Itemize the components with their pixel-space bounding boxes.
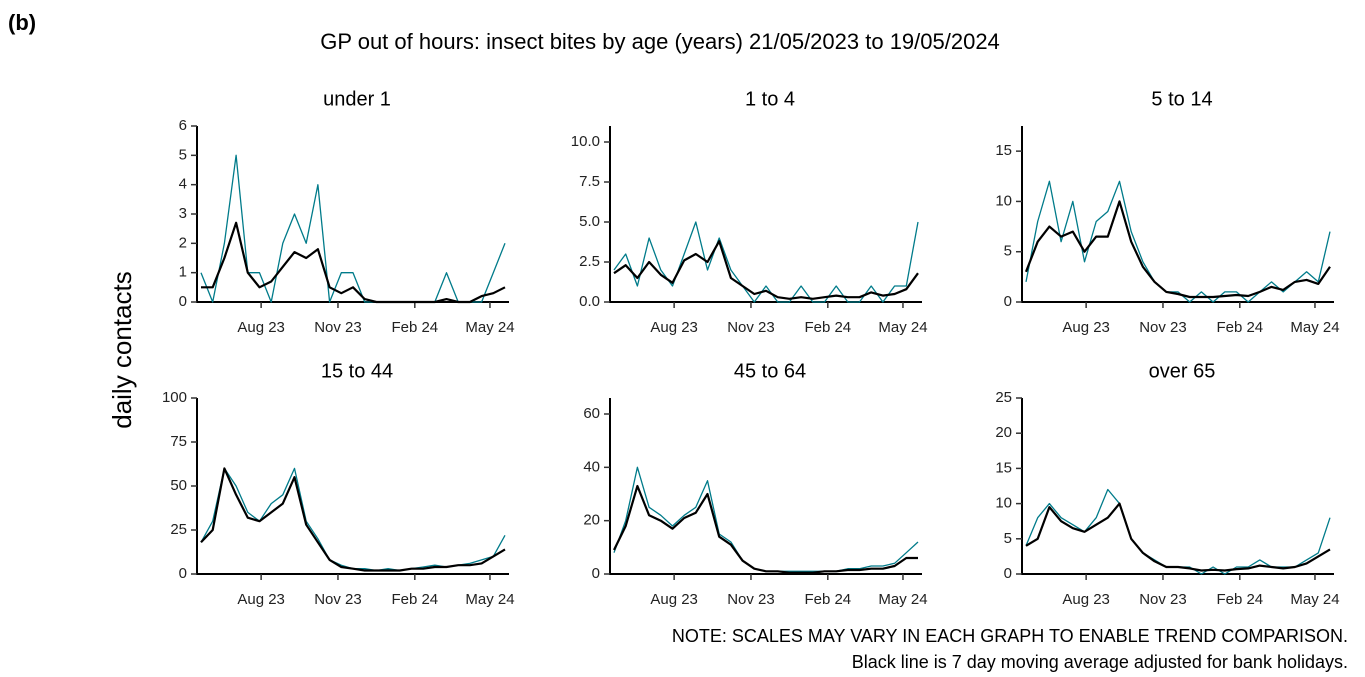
x-tick-label: Aug 23 <box>1062 319 1110 336</box>
data-line <box>1024 200 1331 299</box>
y-tick-label: 15 <box>995 459 1012 476</box>
x-tick-label: May 24 <box>878 591 927 608</box>
y-tick-label: 100 <box>162 389 187 406</box>
y-tick-label: 2.5 <box>579 253 600 270</box>
y-tick-label: 20 <box>583 512 600 529</box>
y-axis-label: daily contacts <box>107 271 137 429</box>
data-line <box>1025 502 1331 572</box>
y-tick-label: 15 <box>995 142 1012 159</box>
x-tick-label: Feb 24 <box>804 591 851 608</box>
y-tick-label: 0 <box>592 565 600 582</box>
y-tick-label: 25 <box>995 389 1012 406</box>
y-tick-label: 7.5 <box>579 173 600 190</box>
note: NOTE: SCALES MAY VARY IN EACH GRAPH TO E… <box>672 626 1348 646</box>
data-line <box>1025 488 1331 575</box>
x-tick-label: Nov 23 <box>727 319 775 336</box>
panel-title: 15 to 44 <box>321 360 393 382</box>
y-tick-label: 5 <box>1004 530 1012 547</box>
x-tick-label: Aug 23 <box>650 319 698 336</box>
x-tick-label: Nov 23 <box>1139 591 1187 608</box>
x-tick-label: Aug 23 <box>650 591 698 608</box>
panel-title: 45 to 64 <box>734 360 806 382</box>
panel-label: (b) <box>8 10 36 35</box>
chart-title: GP out of hours: insect bites by age (ye… <box>320 29 1000 54</box>
x-tick-label: Nov 23 <box>1139 319 1187 336</box>
data-line <box>200 154 506 303</box>
y-tick-label: 40 <box>583 458 600 475</box>
y-tick-label: 0 <box>179 565 187 582</box>
y-tick-label: 20 <box>995 424 1012 441</box>
data-line <box>200 467 506 572</box>
x-tick-label: Aug 23 <box>237 319 285 336</box>
data-line <box>200 467 506 572</box>
x-tick-label: Nov 23 <box>314 319 362 336</box>
y-tick-label: 75 <box>170 433 187 450</box>
x-tick-label: May 24 <box>465 591 514 608</box>
x-tick-label: May 24 <box>1290 319 1339 336</box>
x-tick-label: Feb 24 <box>391 319 438 336</box>
x-tick-label: Feb 24 <box>1216 319 1263 336</box>
x-tick-label: Nov 23 <box>314 591 362 608</box>
y-tick-label: 60 <box>583 405 600 422</box>
data-line <box>1025 180 1331 303</box>
panel-title: 1 to 4 <box>745 88 795 110</box>
x-tick-label: May 24 <box>465 319 514 336</box>
data-line <box>613 221 919 303</box>
x-tick-label: May 24 <box>1290 591 1339 608</box>
x-tick-label: Aug 23 <box>1062 591 1110 608</box>
y-tick-label: 0 <box>1004 565 1012 582</box>
data-line <box>613 240 919 300</box>
x-tick-label: Nov 23 <box>727 591 775 608</box>
y-tick-label: 3 <box>179 205 187 222</box>
y-tick-label: 5.0 <box>579 213 600 230</box>
x-tick-label: Feb 24 <box>804 319 851 336</box>
panel-title: 5 to 14 <box>1151 88 1212 110</box>
y-tick-label: 4 <box>179 176 187 193</box>
y-tick-label: 0 <box>1004 293 1012 310</box>
y-tick-label: 25 <box>170 521 187 538</box>
x-tick-label: Feb 24 <box>391 591 438 608</box>
data-line <box>613 484 918 574</box>
y-tick-label: 2 <box>179 234 187 251</box>
y-tick-label: 5 <box>1004 243 1012 260</box>
y-tick-label: 10 <box>995 192 1012 209</box>
y-tick-label: 0.0 <box>579 293 600 310</box>
x-tick-label: Feb 24 <box>1216 591 1263 608</box>
y-tick-label: 10 <box>995 495 1012 512</box>
y-tick-label: 10.0 <box>571 133 600 150</box>
y-tick-label: 6 <box>179 117 187 134</box>
panel-title: over 65 <box>1149 360 1216 382</box>
panel-title: under 1 <box>323 88 391 110</box>
y-tick-label: 0 <box>179 293 187 310</box>
x-tick-label: Aug 23 <box>237 591 285 608</box>
y-tick-label: 1 <box>179 264 187 281</box>
data-line <box>201 221 506 304</box>
x-tick-label: May 24 <box>878 319 927 336</box>
y-tick-label: 50 <box>170 477 187 494</box>
note: Black line is 7 day moving average adjus… <box>852 652 1348 672</box>
y-tick-label: 5 <box>179 146 187 163</box>
